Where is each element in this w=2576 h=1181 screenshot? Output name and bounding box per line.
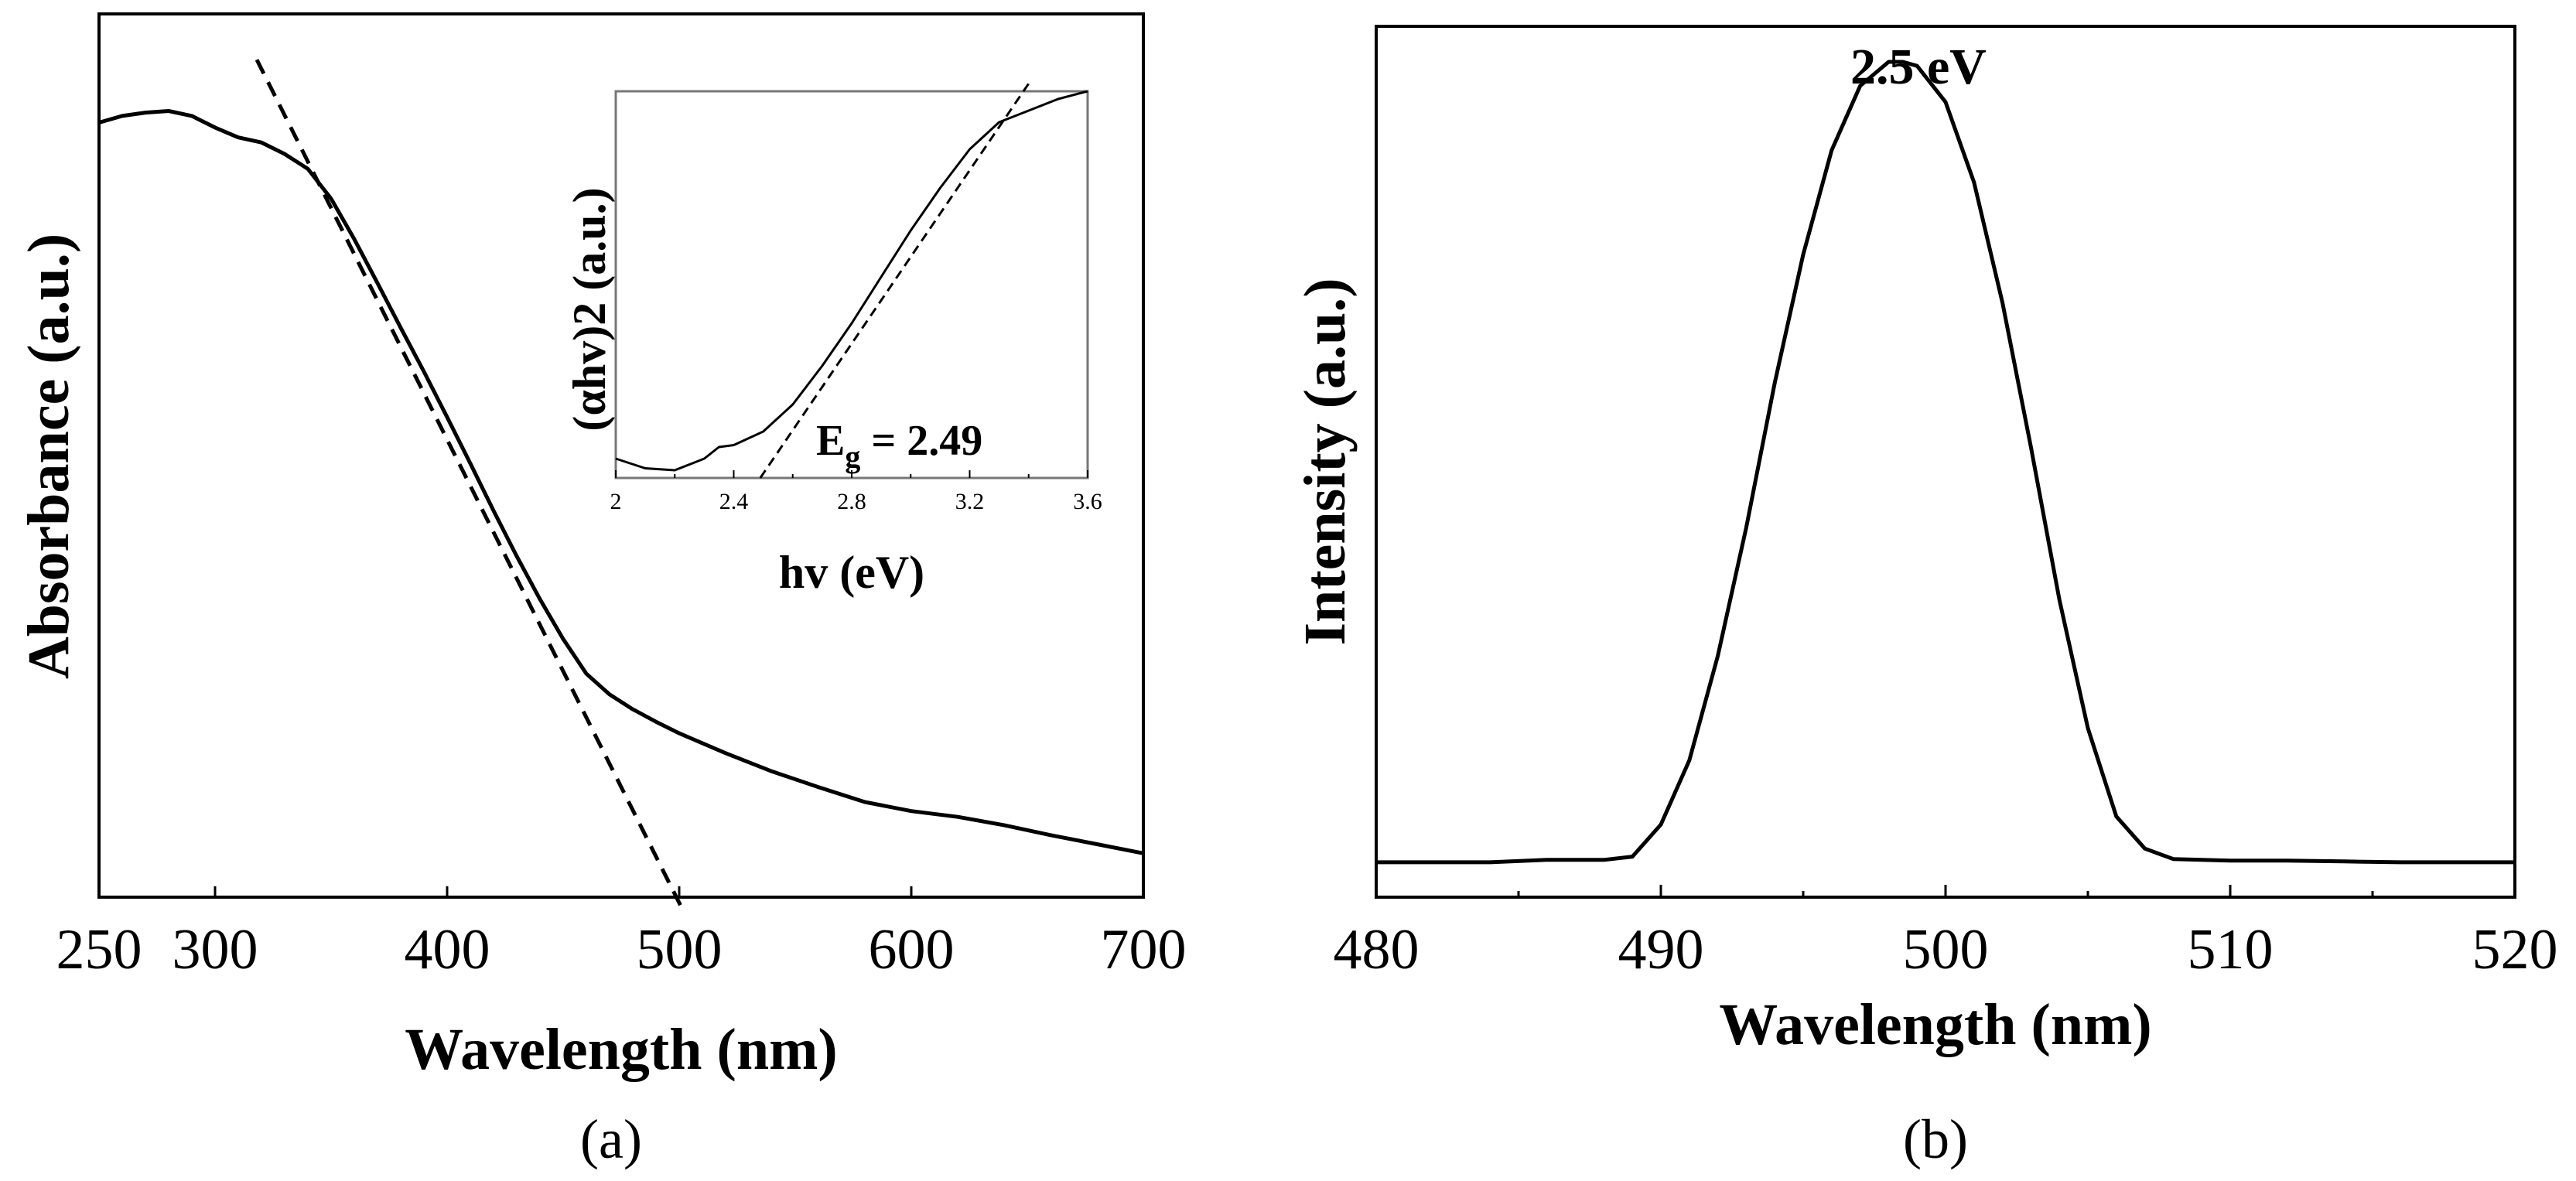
panel-b-x-tick-label: 490: [1618, 918, 1704, 981]
inset-tauc-line: [615, 90, 1088, 472]
panel-b-PL-line: [1376, 60, 2515, 865]
inset-x-axis-ticks: 2 2.4 2.8 3.2 3.6: [610, 470, 1102, 514]
inset-tangent-line: [759, 83, 1030, 479]
inset-eg-annotation: Eg = 2.49: [816, 417, 982, 474]
inset-x-tick-label: 2.4: [719, 489, 749, 514]
inset-frame: [614, 90, 1089, 480]
series-group-a: [98, 59, 1144, 913]
plot-frame-b: [1375, 25, 2516, 899]
inset-y-axis-label: (αhv)2 (a.u.): [564, 187, 615, 431]
peak-annotation: 2.5 eV: [1850, 39, 1987, 95]
x-axis-ticks-a: 250 300 400 500 600 700: [56, 886, 1187, 981]
panel-b-x-tick-label: 480: [1334, 918, 1420, 981]
panel-b-x-tick-label: 510: [2188, 918, 2274, 981]
x-axis-label-a: Wavelength (nm): [405, 1017, 837, 1082]
panel-caption-b: (b): [1903, 1108, 1968, 1170]
y-axis-label-b: Intensity (a.u.): [1293, 278, 1358, 645]
panel-a-x-tick-label: 500: [637, 918, 723, 981]
inset-x-tick-label: 2: [610, 489, 622, 514]
panel-a-x-tick-label: 600: [869, 918, 955, 981]
panel-a-x-tick-label: 250: [56, 918, 142, 981]
inset-x-tick-label: 3.2: [955, 489, 985, 514]
panel-b-x-tick-label: 520: [2472, 918, 2558, 981]
inset-x-tick-label: 2.8: [837, 489, 866, 514]
panel-caption-a: (a): [580, 1108, 642, 1170]
x-axis-label-b: Wavelength (nm): [1719, 992, 2151, 1057]
panel-a-linear-fit-line: [255, 59, 686, 913]
panel-b: 480 490 500 510 520 2.5 eV Wavelength (nm) I…: [1293, 25, 2558, 1170]
panel-a: 250 300 400 500 600 700 2 2.4 2.8 3.2 3.6 Eg = 2.…: [16, 12, 1187, 1170]
panel-b-x-tick-label: 500: [1903, 918, 1989, 981]
panel-a-x-tick-label: 300: [173, 918, 258, 981]
panel-a-x-tick-label: 700: [1101, 918, 1187, 981]
inset-panel: 2 2.4 2.8 3.2 3.6 Eg = 2.49 hv (eV) (αhv)2 (…: [564, 83, 1102, 598]
inset-series-group: [615, 83, 1088, 479]
panel-a-x-tick-label: 400: [405, 918, 490, 981]
x-axis-ticks-b: 480 490 500 510 520: [1334, 885, 2558, 981]
inset-x-axis-label: hv (eV): [779, 547, 924, 598]
panel-a-absorbance-line: [98, 109, 1144, 855]
series-group-b: [1376, 60, 2515, 865]
y-axis-label-a: Absorbance (a.u.): [16, 234, 81, 679]
inset-x-tick-label: 3.6: [1073, 489, 1102, 514]
